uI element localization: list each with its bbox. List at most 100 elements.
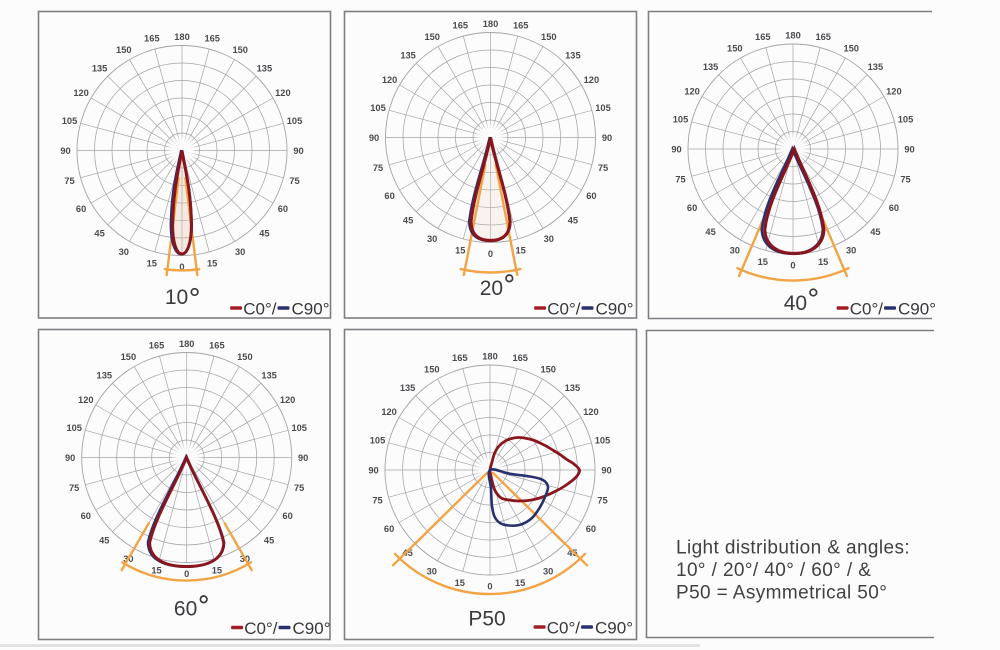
svg-text:15: 15 (212, 566, 222, 576)
svg-text:135: 135 (261, 371, 277, 381)
svg-text:180: 180 (482, 352, 498, 362)
svg-text:15: 15 (151, 566, 161, 576)
svg-text:120: 120 (275, 88, 291, 98)
svg-text:90: 90 (671, 145, 681, 155)
svg-text:90: 90 (60, 146, 70, 156)
svg-text:0: 0 (488, 249, 493, 259)
svg-text:150: 150 (727, 44, 743, 54)
svg-text:45: 45 (705, 227, 715, 237)
svg-text:30: 30 (543, 566, 553, 576)
svg-text:90: 90 (369, 133, 379, 143)
svg-text:105: 105 (66, 423, 82, 433)
svg-text:0: 0 (487, 582, 492, 592)
svg-text:45: 45 (264, 535, 274, 545)
svg-text:C0°/: C0°/ (243, 300, 277, 319)
svg-text:135: 135 (97, 371, 113, 381)
svg-text:165: 165 (512, 353, 528, 363)
svg-text:60: 60 (76, 204, 86, 214)
svg-text:150: 150 (540, 365, 556, 375)
svg-text:75: 75 (294, 483, 304, 493)
svg-text:150: 150 (237, 352, 253, 362)
svg-text:C90°: C90° (595, 619, 633, 638)
svg-text:105: 105 (287, 116, 303, 126)
svg-text:135: 135 (565, 383, 581, 393)
svg-text:120: 120 (886, 86, 902, 96)
svg-text:0: 0 (184, 569, 189, 579)
svg-text:30: 30 (846, 245, 856, 255)
svg-text:60: 60 (282, 511, 292, 521)
svg-text:C90°: C90° (898, 300, 936, 319)
svg-text:75: 75 (373, 163, 383, 173)
svg-text:30: 30 (544, 234, 554, 244)
svg-text:180: 180 (179, 339, 195, 349)
svg-text:90: 90 (368, 466, 378, 476)
svg-text:150: 150 (843, 44, 859, 54)
svg-text:15: 15 (207, 259, 217, 269)
svg-text:165: 165 (513, 21, 529, 31)
svg-text:150: 150 (541, 32, 557, 42)
svg-text:45: 45 (99, 535, 109, 545)
svg-text:P50: P50 (468, 608, 505, 631)
svg-text:15: 15 (758, 257, 768, 267)
svg-text:165: 165 (452, 353, 468, 363)
svg-text:180: 180 (785, 31, 801, 41)
svg-text:30: 30 (235, 247, 245, 257)
svg-text:165: 165 (755, 32, 771, 42)
svg-text:105: 105 (595, 435, 611, 445)
svg-text:P50 = Asymmetrical 50°: P50 = Asymmetrical 50° (676, 583, 887, 604)
svg-text:20: 20 (480, 277, 503, 300)
svg-text:165: 165 (204, 34, 220, 44)
svg-text:165: 165 (144, 34, 160, 44)
svg-text:150: 150 (424, 32, 440, 42)
svg-text:135: 135 (868, 62, 884, 72)
svg-text:105: 105 (595, 103, 611, 113)
svg-text:150: 150 (232, 45, 248, 55)
svg-text:75: 75 (372, 496, 382, 506)
svg-text:75: 75 (598, 163, 608, 173)
svg-text:165: 165 (453, 21, 469, 31)
svg-text:165: 165 (149, 341, 165, 351)
svg-text:150: 150 (121, 352, 137, 362)
svg-text:60: 60 (687, 203, 697, 213)
svg-text:105: 105 (62, 116, 78, 126)
svg-text:30: 30 (427, 234, 437, 244)
svg-text:180: 180 (174, 32, 190, 42)
svg-text:30: 30 (119, 247, 129, 257)
svg-text:75: 75 (675, 175, 685, 185)
svg-text:180: 180 (483, 19, 499, 29)
svg-text:C0°/: C0°/ (850, 300, 884, 319)
svg-text:45: 45 (94, 228, 104, 238)
svg-text:0: 0 (790, 261, 795, 271)
svg-text:60: 60 (384, 524, 394, 534)
svg-text:40: 40 (784, 292, 807, 315)
svg-text:C0°/: C0°/ (244, 619, 278, 638)
svg-text:60: 60 (586, 191, 596, 201)
svg-text:75: 75 (69, 483, 79, 493)
svg-text:Light distribution & angles:: Light distribution & angles: (676, 538, 910, 559)
svg-text:15: 15 (455, 578, 465, 588)
svg-text:90: 90 (298, 453, 308, 463)
svg-text:150: 150 (116, 45, 132, 55)
svg-text:45: 45 (403, 215, 413, 225)
svg-text:165: 165 (815, 32, 831, 42)
svg-text:105: 105 (370, 103, 386, 113)
svg-text:10: 10 (165, 286, 188, 309)
svg-text:60: 60 (278, 204, 288, 214)
svg-text:C90°: C90° (596, 300, 634, 319)
svg-text:150: 150 (424, 365, 440, 375)
svg-text:120: 120 (78, 395, 94, 405)
svg-text:135: 135 (400, 51, 416, 61)
svg-text:120: 120 (73, 88, 89, 98)
svg-text:135: 135 (400, 383, 416, 393)
svg-text:10° / 20°/ 40° / 60° / &: 10° / 20°/ 40° / 60° / & (676, 560, 871, 581)
svg-text:120: 120 (584, 75, 600, 85)
svg-text:120: 120 (280, 395, 296, 405)
svg-text:30: 30 (730, 245, 740, 255)
svg-text:120: 120 (684, 86, 700, 96)
svg-text:135: 135 (257, 64, 273, 74)
svg-text:120: 120 (381, 407, 397, 417)
svg-text:75: 75 (900, 175, 910, 185)
svg-text:60: 60 (889, 203, 899, 213)
svg-text:45: 45 (402, 548, 412, 558)
svg-text:C0°/: C0°/ (547, 300, 581, 319)
